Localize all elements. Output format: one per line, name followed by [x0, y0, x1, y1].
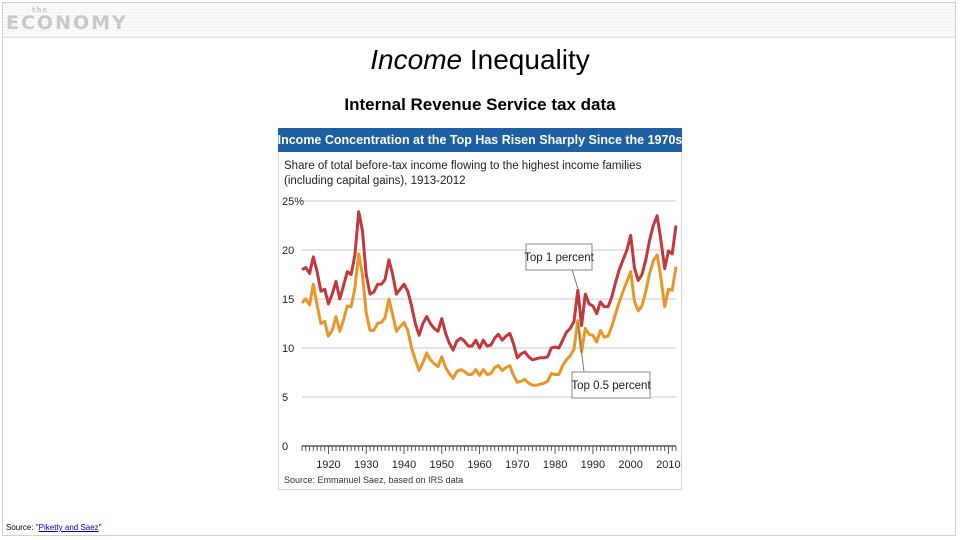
x-tick-label-1: 1930	[354, 459, 378, 471]
series-line-0	[301, 210, 678, 362]
footer-source-prefix: Source: "	[6, 523, 39, 532]
y-tick-label-0: 0	[282, 441, 288, 453]
x-tick-label-5: 1970	[505, 459, 529, 471]
income-concentration-chart: Income Concentration at the Top Has Rise…	[278, 128, 682, 490]
annotation-leader-1	[577, 322, 585, 373]
piketty-saez-link[interactable]: Piketty and Saez	[38, 523, 99, 532]
x-tick-label-4: 1960	[467, 459, 491, 471]
chart-header-bar	[278, 128, 682, 152]
y-tick-label-3: 15	[282, 294, 294, 306]
annotation-label-1: Top 0.5 percent	[571, 380, 651, 392]
chart-subtitle-line-1: Share of total before-tax income flowing…	[284, 160, 642, 172]
y-tick-label-2: 10	[282, 343, 294, 355]
slide-title-rest: Inequality	[462, 44, 590, 75]
economy-logo: the ECONOMY	[6, 6, 128, 34]
x-tick-label-3: 1950	[430, 459, 454, 471]
slide-title-italic: Income	[370, 44, 463, 75]
annotation-box-1	[571, 371, 651, 399]
footer-source-suffix: "	[98, 523, 102, 532]
annotation-box-0	[525, 243, 593, 271]
chart-annotations: Top 1 percent Top 0.5 percent	[524, 243, 651, 399]
chart-title: Income Concentration at the Top Has Rise…	[278, 133, 682, 147]
x-tick-label-9: 2010	[656, 459, 680, 471]
y-tick-label-4: 20	[282, 245, 294, 257]
x-tick-label-6: 1980	[543, 459, 567, 471]
slide-title: Income Inequality	[0, 44, 960, 76]
x-axis-tick-labels: 1920 1930 1940 1950 1960 1970 1980 1990 2000 2010	[316, 459, 680, 471]
x-tick-label-0: 1920	[316, 459, 340, 471]
footer-source: Source: "Piketty and Saez"	[6, 523, 102, 532]
annotation-label-0: Top 1 percent	[524, 252, 594, 264]
annotation-leader-0	[571, 269, 579, 289]
x-tick-label-7: 1990	[581, 459, 605, 471]
top-banner	[3, 3, 955, 38]
x-tick-label-2: 1940	[392, 459, 416, 471]
x-axis	[301, 445, 677, 454]
logo-small-text: the	[32, 6, 49, 14]
chart-source-note: Source: Emmanuel Saez, based on IRS data	[284, 475, 463, 485]
chart-subtitle-line-2: (including capital gains), 1913-2012	[284, 175, 466, 187]
y-tick-label-1: 5	[282, 392, 288, 404]
chart-series-lines	[300, 210, 678, 387]
slide-subtitle: Internal Revenue Service tax data	[344, 95, 616, 114]
y-tick-label-5: 25%	[282, 196, 304, 208]
y-axis-tick-labels: 0 5 10 15 20 25%	[282, 196, 304, 453]
x-tick-label-8: 2000	[618, 459, 642, 471]
series-line-1	[300, 252, 678, 387]
logo-big-text: ECONOMY	[6, 12, 128, 34]
